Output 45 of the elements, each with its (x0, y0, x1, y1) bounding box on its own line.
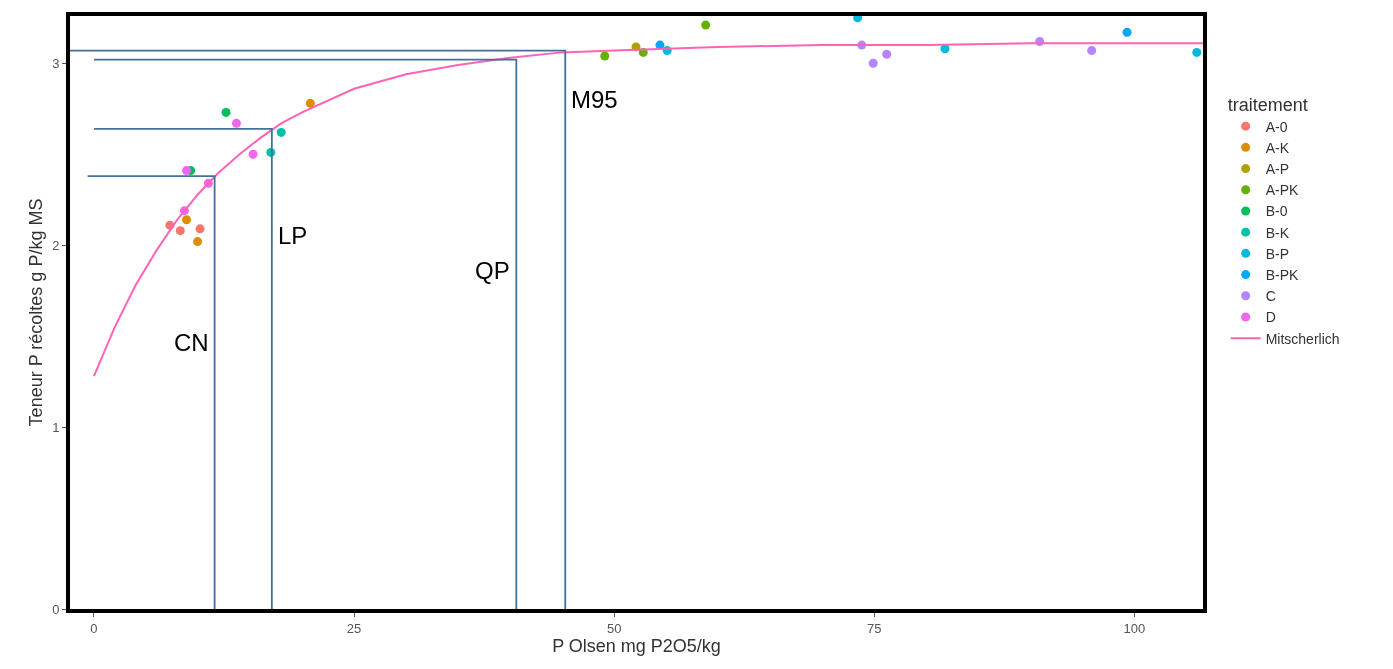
point (195, 224, 205, 234)
x-tick-label: 25 (346, 620, 362, 636)
x-tick-label: 0 (90, 620, 98, 636)
point (305, 98, 315, 108)
y-axis-title: Teneur P récoltes g P/kg MS (25, 198, 46, 427)
point (175, 226, 185, 236)
point (248, 149, 258, 159)
legend-label: D (1265, 309, 1276, 326)
y-tick-label: 1 (52, 419, 60, 435)
point (1087, 46, 1097, 56)
series-label: QP (475, 257, 510, 284)
point (182, 215, 192, 225)
point (231, 118, 241, 128)
legend-label: A-P (1265, 161, 1289, 178)
point (193, 237, 203, 247)
legend-label: B-P (1265, 245, 1289, 262)
legend-label: B-PK (1265, 267, 1299, 284)
x-axis-title: P Olsen mg P2O5/kg (552, 636, 721, 657)
y-tick-label: 0 (52, 601, 60, 617)
legend-title: traitement (1227, 94, 1308, 115)
legend-label: B-K (1265, 224, 1290, 241)
x-tick-label: 50 (606, 620, 622, 636)
legend-label: A-K (1265, 139, 1290, 156)
point (182, 166, 192, 176)
series-label: CN (174, 329, 209, 356)
y-tick-label: 3 (52, 55, 60, 71)
point (1192, 47, 1202, 57)
series-label: LP (278, 222, 308, 249)
legend-label: Mitscherlich (1265, 330, 1340, 347)
point (882, 49, 892, 59)
line-series (92, 42, 1203, 378)
point (868, 58, 878, 68)
legend-label: A-0 (1265, 118, 1288, 135)
point (276, 127, 286, 137)
point (1122, 27, 1132, 37)
legend-label: B-0 (1265, 203, 1288, 220)
y-tick-label: 2 (52, 237, 60, 253)
point (600, 51, 610, 61)
legend-label: A-PK (1265, 182, 1299, 199)
legend-label: C (1265, 288, 1276, 305)
point (701, 20, 711, 30)
point (221, 107, 231, 117)
series-label: M95 (571, 86, 618, 113)
x-tick-label: 75 (867, 620, 882, 636)
x-tick-label: 100 (1123, 620, 1146, 636)
